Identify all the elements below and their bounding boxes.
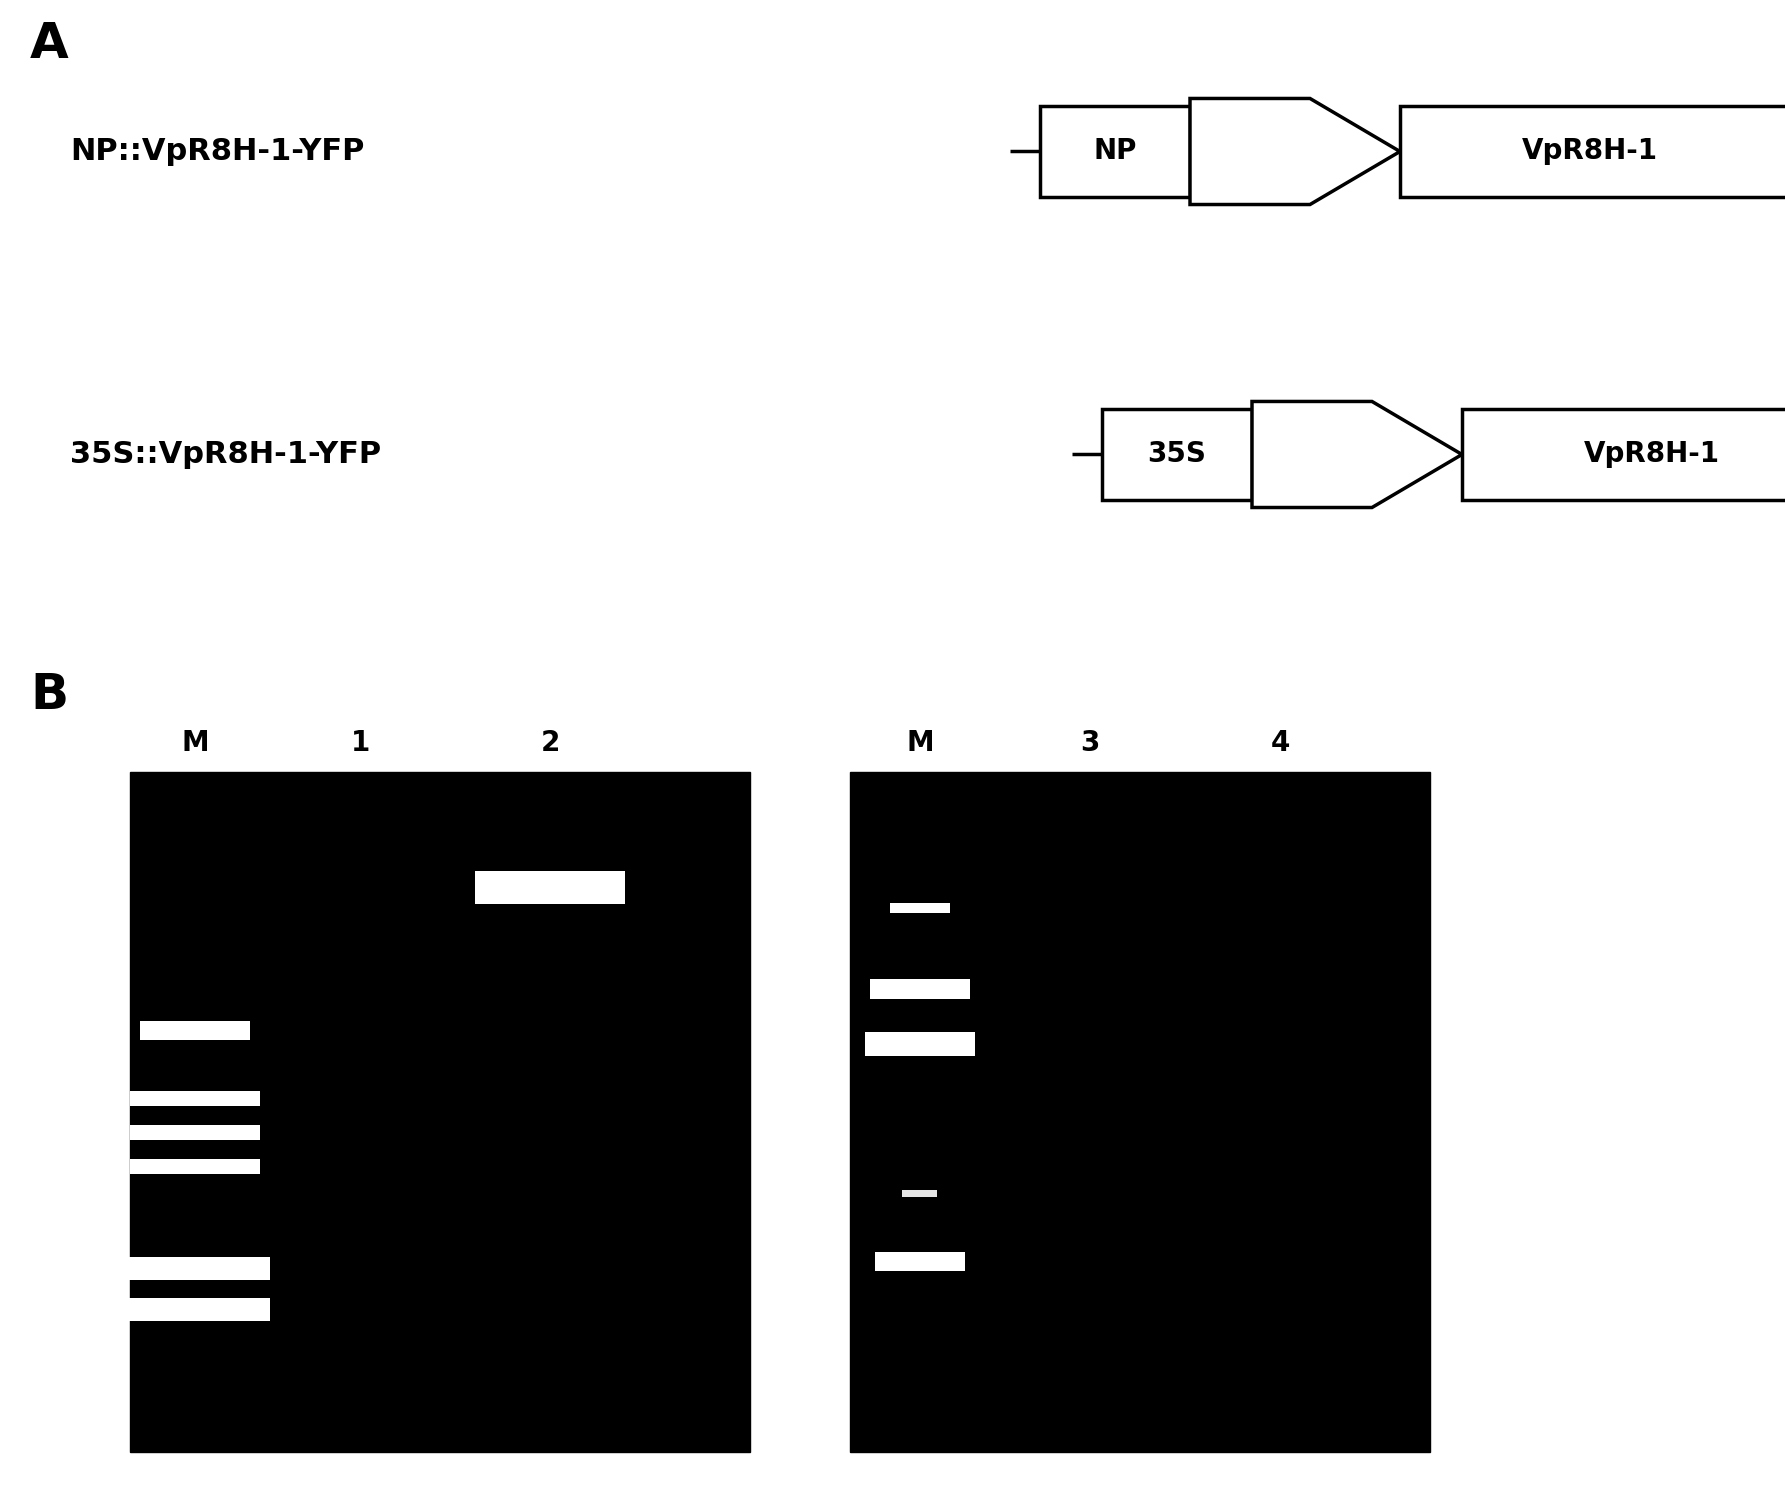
Bar	[130, 1159, 261, 1174]
Bar	[875, 1252, 966, 1271]
Bar	[850, 771, 1430, 1452]
Text: NP::VpR8H-1-YFP: NP::VpR8H-1-YFP	[70, 137, 364, 166]
Bar	[120, 1298, 270, 1320]
Text: B: B	[30, 671, 68, 719]
Text: 4: 4	[1271, 728, 1291, 756]
Bar	[130, 771, 750, 1452]
Bar	[903, 1191, 937, 1197]
Text: 2: 2	[541, 728, 560, 756]
Bar	[869, 979, 969, 1000]
Bar	[139, 1021, 250, 1040]
Polygon shape	[1251, 401, 1462, 507]
Polygon shape	[1191, 98, 1399, 204]
Text: VpR8H-1: VpR8H-1	[1523, 137, 1658, 166]
Bar	[120, 1256, 270, 1280]
Bar	[866, 1032, 975, 1056]
Text: M: M	[182, 728, 209, 756]
Bar	[1399, 106, 1785, 197]
Bar	[130, 1091, 261, 1106]
Bar	[1041, 106, 1191, 197]
Bar	[891, 903, 950, 913]
Bar	[475, 871, 625, 904]
Bar	[1101, 409, 1251, 500]
Text: 35S: 35S	[1148, 440, 1207, 468]
Text: 3: 3	[1080, 728, 1100, 756]
Text: 1: 1	[350, 728, 369, 756]
Text: 35S::VpR8H-1-YFP: 35S::VpR8H-1-YFP	[70, 440, 382, 468]
Text: NP: NP	[1092, 137, 1137, 166]
Bar	[130, 1125, 261, 1140]
Text: M: M	[907, 728, 934, 756]
Text: VpR8H-1: VpR8H-1	[1583, 440, 1721, 468]
Text: A: A	[30, 21, 70, 69]
Bar	[1462, 409, 1785, 500]
